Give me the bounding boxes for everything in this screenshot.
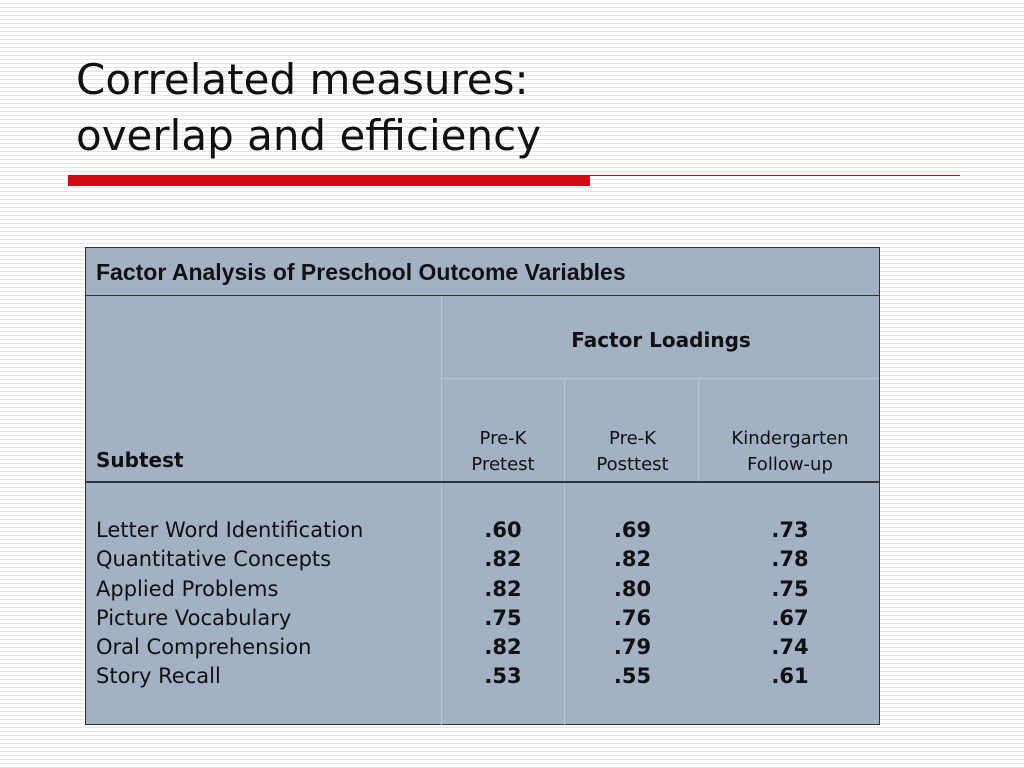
table-caption: Factor Analysis of Preschool Outcome Var…: [86, 248, 879, 296]
subtest-labels: Letter Word Identification Quantitative …: [96, 516, 363, 692]
title-divider-line: [590, 175, 960, 176]
row-label: Story Recall: [96, 664, 221, 689]
column-divider: [564, 483, 565, 726]
column-header-line: Posttest: [596, 454, 669, 475]
column-header-pre-k-posttest: Pre-K Posttest: [566, 426, 699, 478]
loading-value: .82: [613, 547, 652, 572]
column-header-line: Pre-K: [479, 428, 527, 449]
column-divider: [698, 379, 699, 481]
loading-value: .82: [484, 576, 522, 601]
row-label: Applied Problems: [96, 576, 279, 601]
posttest-values: .69 .82 .80 .76 .79 .55: [566, 516, 699, 692]
loading-value: .82: [484, 547, 522, 572]
slide-title: Correlated measures: overlap and efficie…: [76, 52, 541, 164]
loading-value: .67: [771, 605, 809, 630]
column-header-pre-k-pretest: Pre-K Pretest: [443, 426, 563, 478]
group-header-divider: [442, 378, 879, 379]
loading-value: .69: [613, 518, 652, 542]
row-label: Oral Comprehension: [96, 635, 312, 660]
slide-title-line-1: Correlated measures:: [76, 55, 529, 104]
column-header-line: Pre-K: [609, 428, 656, 449]
factor-analysis-table: Factor Analysis of Preschool Outcome Var…: [85, 247, 880, 726]
row-label: Quantitative Concepts: [96, 547, 332, 572]
row-label: Letter Word Identification: [96, 518, 364, 542]
loading-value: .75: [771, 576, 809, 601]
column-header-line: Kindergarten: [731, 428, 849, 449]
column-divider: [441, 296, 442, 726]
pretest-values: .60 .82 .82 .75 .82 .53: [443, 516, 563, 692]
loading-value: .60: [484, 518, 522, 542]
loading-value: .80: [613, 576, 652, 601]
follow-up-values: .73 .78 .75 .67 .74 .61: [700, 516, 880, 692]
loading-value: .75: [484, 605, 522, 630]
row-label: Picture Vocabulary: [96, 605, 292, 630]
loading-value: .61: [771, 664, 809, 689]
title-accent-bar: [68, 175, 590, 186]
loading-value: .82: [484, 635, 522, 660]
slide-title-line-2: overlap and efficiency: [76, 111, 542, 160]
column-divider: [564, 379, 565, 481]
loading-value: .53: [484, 664, 522, 689]
loading-value: .73: [771, 518, 809, 542]
column-header-line: Pretest: [471, 454, 535, 475]
subtest-header: Subtest: [96, 448, 184, 472]
loading-value: .74: [771, 635, 809, 660]
header-rule: [86, 481, 879, 483]
loading-value: .55: [613, 664, 652, 689]
column-header-kindergarten-follow-up: Kindergarten Follow-up: [700, 426, 880, 478]
loading-value: .76: [613, 605, 652, 630]
loading-value: .79: [613, 635, 652, 660]
column-header-line: Follow-up: [747, 454, 833, 475]
loading-value: .78: [771, 547, 809, 572]
factor-loadings-header: Factor Loadings: [571, 328, 751, 352]
